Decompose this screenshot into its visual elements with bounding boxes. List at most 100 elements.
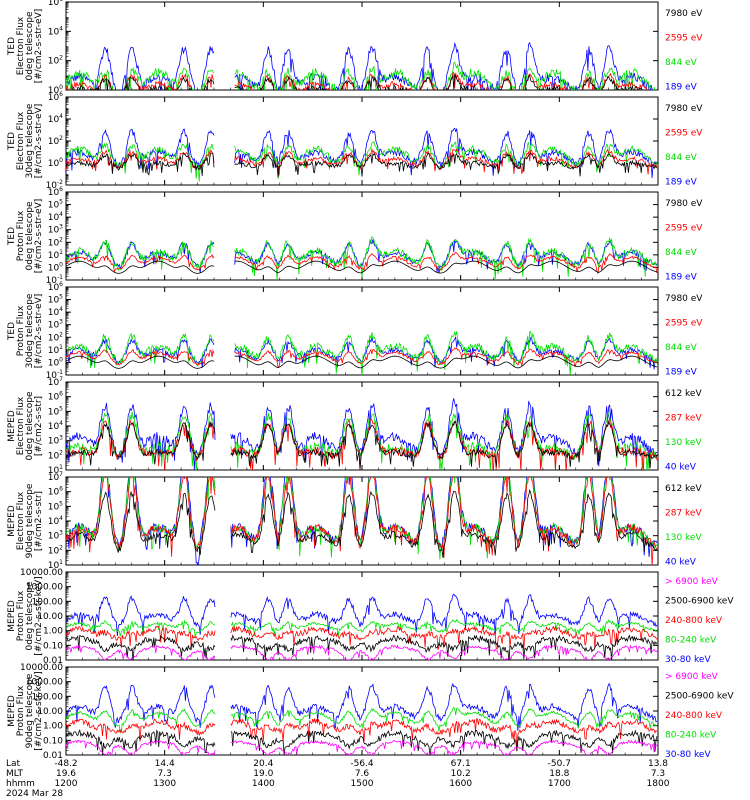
x-tick-label: 18.8: [549, 769, 569, 779]
x-tick-label: 10.2: [451, 769, 471, 779]
y-tick-label: 105: [48, 405, 63, 417]
y-tick-label: 106: [48, 486, 63, 498]
x-tick-label: 1300: [153, 779, 176, 789]
data-traces: [66, 398, 658, 470]
y-axis-label: TED: [7, 322, 17, 341]
y-axis-label: 0deg telescope: [25, 201, 35, 271]
y-tick-label: 106: [48, 186, 63, 198]
legend-entry: 612 keV: [665, 389, 702, 399]
legend-entry: 30-80 keV: [665, 655, 711, 665]
x-tick-label: 14.4: [155, 759, 175, 769]
data-traces: [66, 682, 658, 755]
series-line: [66, 644, 658, 660]
panel-5: 101 102 103 104 105 106 107 MEPED Electron Flux 0…: [7, 376, 702, 476]
y-axis-label: MEPED: [7, 505, 17, 537]
series-line: [66, 71, 649, 90]
y-axis-label: [#/cm2-s-str-eV]: [34, 9, 44, 84]
y-tick-label: 100: [48, 356, 63, 368]
legend-entry: 612 keV: [665, 484, 702, 494]
legend-entry: 80-240 keV: [665, 636, 717, 646]
data-traces: [66, 477, 658, 565]
legend-entry: 189 eV: [665, 178, 698, 188]
y-tick-label: 0.01: [43, 751, 63, 761]
legend-entry: 130 keV: [665, 533, 702, 543]
y-tick-label: 10.00: [37, 707, 63, 717]
y-tick-label: 105: [48, 294, 63, 306]
y-tick-label: 105: [48, 500, 63, 512]
date-label: 2024 Mar 28: [6, 789, 63, 799]
legend-entry: 240-800 keV: [665, 616, 723, 626]
plot-frame: [65, 476, 659, 566]
legend-entry: 40 keV: [665, 558, 697, 568]
x-tick-label: 19.6: [56, 769, 76, 779]
y-tick-label: 102: [48, 449, 63, 461]
legend-entry: 287 keV: [665, 414, 702, 424]
panel-6: 101 102 103 104 105 106 107 MEPED Electron Flux 9…: [7, 471, 702, 571]
y-tick-label: 0.01: [43, 656, 63, 666]
series-line: [66, 355, 658, 369]
series-line: [66, 634, 658, 660]
legend-entry: 844 eV: [665, 248, 698, 258]
y-tick-label: 1000.00: [26, 678, 63, 688]
y-tick-label: 104: [48, 306, 63, 318]
series-line: [66, 420, 658, 470]
y-tick-label: 10000.00: [20, 663, 63, 673]
y-axis-label: 0deg telescope: [25, 11, 35, 81]
series-line: [66, 331, 658, 375]
y-axis-label: [#/cm2-s-str-eV]: [34, 104, 44, 179]
y-tick-label: 105: [48, 199, 63, 211]
y-axis-label: 0deg telescope: [25, 581, 35, 651]
y-tick-label: 100: [48, 157, 63, 169]
legend-entry: 80-240 keV: [665, 731, 717, 741]
panel-7: 0.01 0.10 1.00 10.00 100.00 1000.00 10000.00 ME…: [7, 568, 734, 666]
x-tick-label: 67.1: [451, 759, 471, 769]
y-axis-label: 30deg telescope: [25, 103, 35, 178]
legend-entry: 30-80 keV: [665, 750, 711, 760]
plot-frame: [65, 96, 659, 186]
y-axis-label: [#/cm2-s-str]: [34, 396, 44, 456]
y-tick-label: 1.00: [43, 627, 63, 637]
legend-entry: 2595 eV: [665, 319, 703, 329]
series-line: [66, 728, 658, 755]
y-tick-label: 106: [48, 391, 63, 403]
y-tick-label: 103: [48, 319, 63, 331]
y-axis-label: Proton Flux: [16, 590, 26, 641]
y-axis-label: [#/cm2-s-str-keV]: [34, 576, 44, 655]
legend-entry: 2595 eV: [665, 34, 703, 44]
y-tick-label: 102: [48, 544, 63, 556]
y-tick-label: 10000.00: [20, 568, 63, 578]
y-tick-label: 101: [48, 344, 63, 356]
series-line: [66, 418, 658, 470]
y-tick-label: 10-1: [46, 274, 64, 286]
y-tick-label: 104: [48, 211, 63, 223]
y-tick-label: 10.00: [37, 612, 63, 622]
data-traces: [66, 235, 658, 280]
y-tick-label: 107: [48, 471, 63, 483]
x-tick-label: 20.4: [253, 759, 273, 769]
x-axis-labels: Lat -48.2 14.4 20.4 -56.4 67.1 -50.7 13.8 MLT 19.…: [6, 759, 670, 799]
y-tick-label: 100.00: [32, 692, 64, 702]
y-tick-label: 101: [48, 249, 63, 261]
x-tick-label: 19.0: [253, 769, 273, 779]
legend-entry: 287 keV: [665, 509, 702, 519]
y-tick-label: 0.10: [43, 641, 63, 651]
panel-8: 0.01 0.10 1.00 10.00 100.00 1000.00 10000.00 ME…: [7, 663, 734, 761]
panel-2: 10-2 100 102 104 106 TED Electron Flux 30deg te…: [7, 91, 703, 191]
y-tick-label: 101: [48, 559, 63, 571]
legend-entry: 844 eV: [665, 58, 698, 68]
y-axis-label: TED: [7, 37, 17, 56]
y-tick-label: 1.00: [43, 722, 63, 732]
y-axis-label: 30deg telescope: [25, 293, 35, 368]
y-axis-label: Electron Flux: [16, 16, 26, 75]
y-tick-label: 103: [48, 530, 63, 542]
y-axis-label: 0deg telescope: [25, 391, 35, 461]
y-tick-label: 100: [48, 261, 63, 273]
series-line: [66, 477, 658, 565]
legend-entry: 7980 eV: [665, 294, 703, 304]
legend-entry: 2595 eV: [665, 224, 703, 234]
x-tick-label: 1400: [252, 779, 275, 789]
plot-frame: [65, 191, 659, 281]
series-line: [66, 488, 658, 558]
x-tick-label: 13.8: [648, 759, 668, 769]
